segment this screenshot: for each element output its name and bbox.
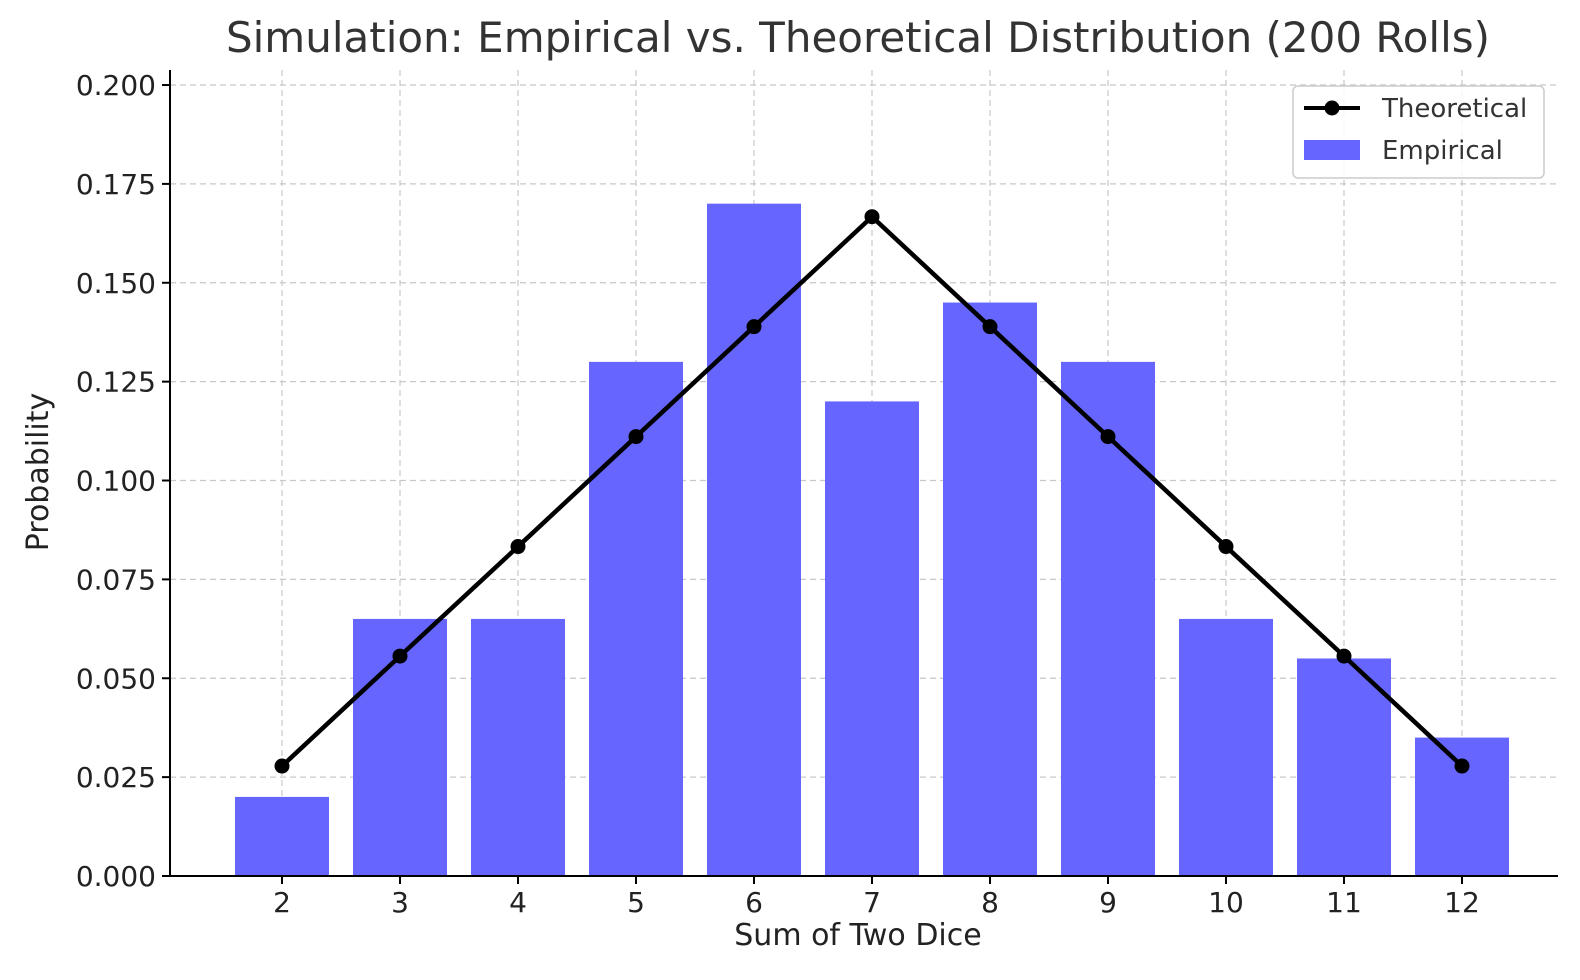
empirical-bar [825,401,919,876]
x-tick-label: 8 [981,886,999,919]
y-tick-label: 0.150 [76,267,156,300]
x-tick-label: 5 [627,886,645,919]
theoretical-point [1454,758,1470,774]
empirical-bar [1179,618,1273,876]
legend-empirical-label: Empirical [1382,136,1503,166]
theoretical-point [1100,429,1116,445]
empirical-bar [471,618,565,876]
theoretical-point [628,429,644,445]
x-tick-label: 6 [745,886,763,919]
legend-theoretical-marker [1324,100,1340,116]
empirical-bar [707,203,801,876]
empirical-bar [1415,737,1509,876]
x-tick-label: 7 [863,886,881,919]
y-tick-label: 0.100 [76,465,156,498]
y-axis-label: Probability [21,393,56,552]
y-tick-label: 0.000 [76,860,156,893]
theoretical-point [274,758,290,774]
empirical-bar [943,302,1037,876]
legend: Theoretical Empirical [1292,85,1545,179]
theoretical-point [510,539,526,555]
x-tick-label: 3 [391,886,409,919]
empirical-bar [1297,658,1391,876]
theoretical-point [746,319,762,335]
axes [162,70,1558,884]
empirical-bar [1061,361,1155,876]
x-tick-label: 11 [1326,886,1362,919]
y-tick-label: 0.175 [76,168,156,201]
theoretical-point [1218,539,1234,555]
theoretical-point [864,209,880,225]
y-tick-label: 0.125 [76,366,156,399]
theoretical-point [392,648,408,664]
empirical-bars [235,203,1509,876]
x-tick-label: 2 [273,886,291,919]
empirical-bar [589,361,683,876]
x-tick-label: 12 [1444,886,1480,919]
y-tick-label: 0.025 [76,761,156,794]
x-tick-label: 9 [1099,886,1117,919]
y-tick-label: 0.200 [76,69,156,102]
x-tick-label: 4 [509,886,527,919]
tick-labels: 0.000 0.025 0.050 0.075 0.100 0.125 0.150 0.175… [76,69,1480,919]
theoretical-line-group [274,209,1470,774]
x-tick-label: 10 [1208,886,1244,919]
legend-empirical-swatch [1304,140,1360,160]
y-tick-label: 0.050 [76,662,156,695]
x-axis-label: Sum of Two Dice [734,918,981,953]
y-tick-label: 0.075 [76,563,156,596]
empirical-bar [235,796,329,876]
chart-title: Simulation: Empirical vs. Theoretical Di… [226,13,1490,62]
theoretical-point [1336,648,1352,664]
legend-theoretical-label: Theoretical [1381,94,1527,124]
theoretical-point [982,319,998,335]
